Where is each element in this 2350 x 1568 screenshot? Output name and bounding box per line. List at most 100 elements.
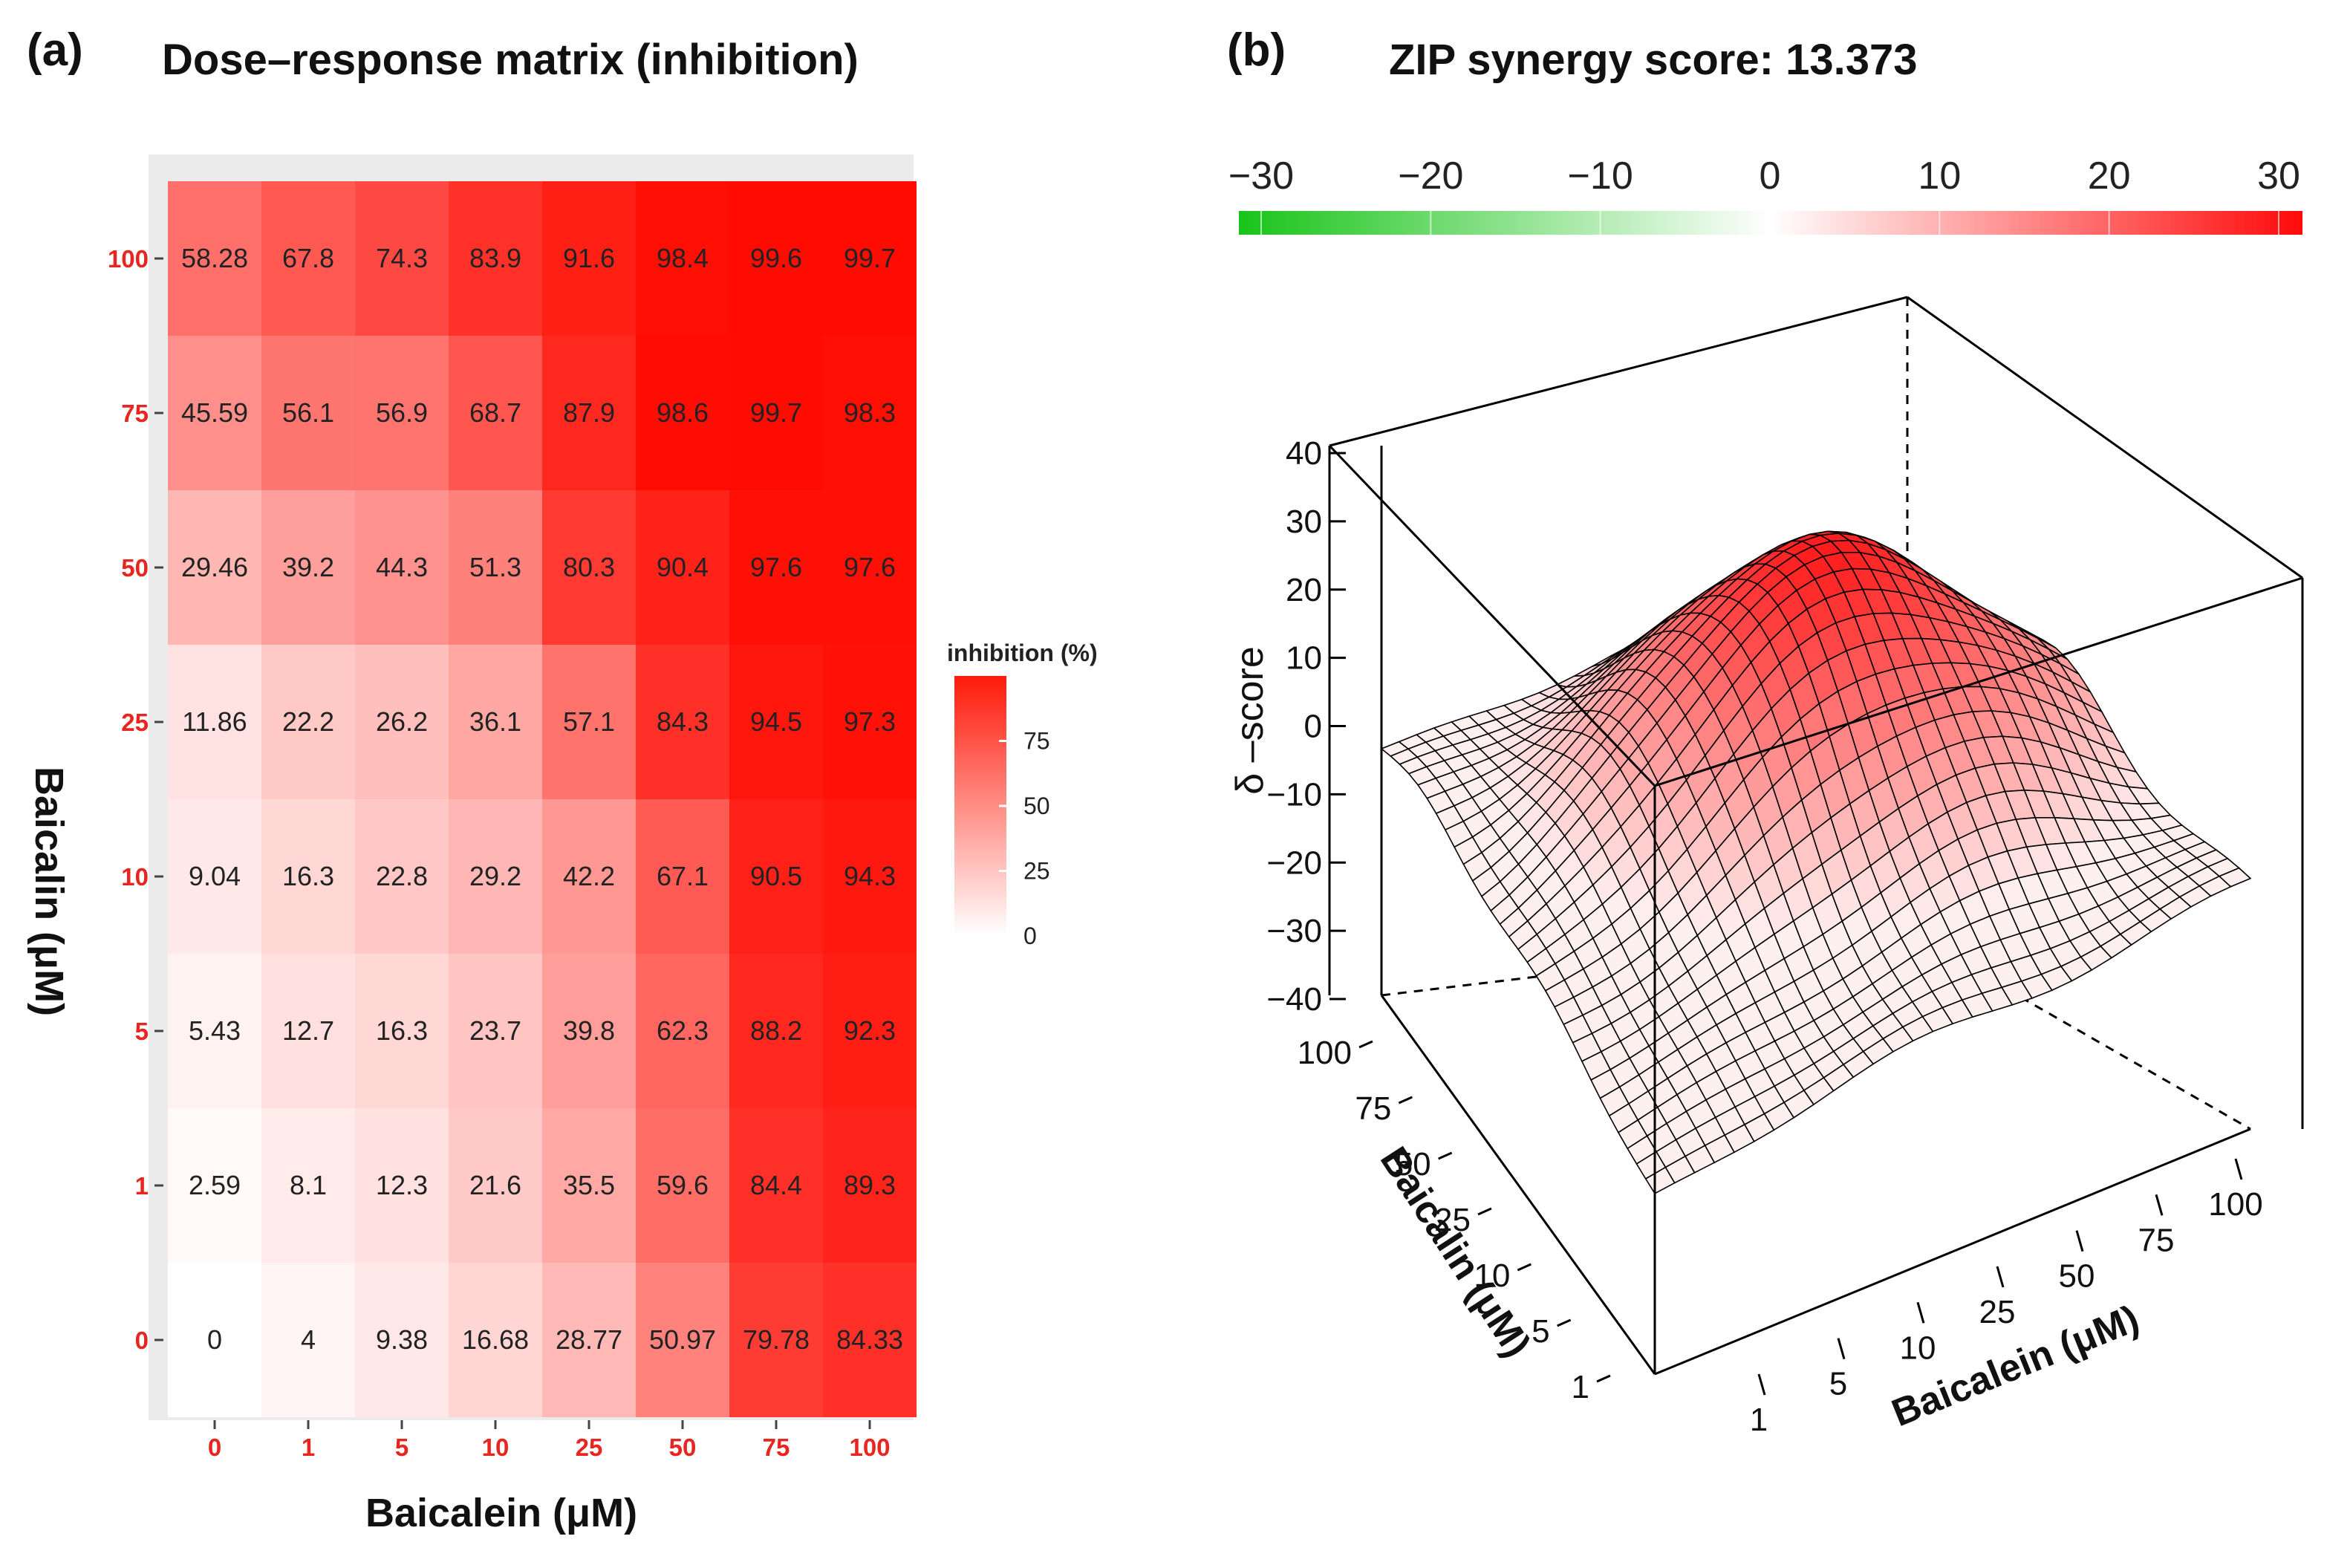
heatmap-cell bbox=[823, 490, 917, 645]
heatmap-cell-label: 84.33 bbox=[836, 1324, 903, 1355]
heatmap-cell-label: 98.4 bbox=[657, 243, 709, 273]
x-tick-label: 1 bbox=[302, 1434, 315, 1461]
colorbar-tick-label: −10 bbox=[1568, 154, 1633, 198]
heatmap-cell bbox=[542, 490, 636, 645]
heatmap-x-ticks: 0 1 5 10 25 50 75 100 bbox=[208, 1420, 891, 1461]
baicalein-tick-label: 5 bbox=[1829, 1366, 1847, 1402]
baicalin-tick-label: 50 bbox=[1395, 1146, 1431, 1182]
z-tick-label: −40 bbox=[1266, 981, 1322, 1018]
heatmap-cell-label: 83.9 bbox=[469, 243, 521, 273]
colorbar-tick-label: −20 bbox=[1398, 154, 1463, 198]
heatmap-cell bbox=[636, 645, 729, 799]
heatmap-cell bbox=[729, 1263, 823, 1417]
baicalein-tick-label: 1 bbox=[1750, 1402, 1768, 1438]
heatmap-cell bbox=[168, 799, 261, 954]
colorbar-tick-label: 30 bbox=[2257, 154, 2300, 198]
heatmap-cell bbox=[449, 490, 542, 645]
heatmap-cell bbox=[636, 954, 729, 1108]
heatmap-cell bbox=[636, 1263, 729, 1417]
legend-tick-label: 25 bbox=[1023, 858, 1050, 885]
heatmap-cell-label: 84.3 bbox=[657, 706, 709, 737]
x-tick-label: 25 bbox=[576, 1434, 603, 1461]
x-tick-label: 10 bbox=[482, 1434, 510, 1461]
box-top-front-right-edge bbox=[1654, 576, 2303, 787]
panel-a: (a) Dose–response matrix (inhibition) 58… bbox=[27, 25, 1098, 1535]
colorbar-tick-label: 20 bbox=[2088, 154, 2131, 198]
heatmap-cell-label: 91.6 bbox=[563, 243, 615, 273]
heatmap-cell-label: 98.6 bbox=[657, 397, 709, 428]
heatmap-cell-label: 90.4 bbox=[657, 552, 709, 582]
box-top-front-left-edge bbox=[1328, 444, 1656, 787]
baicalein-tick-mark bbox=[2234, 1158, 2243, 1180]
heatmap-cell bbox=[168, 181, 261, 336]
heatmap-cell-label: 80.3 bbox=[563, 552, 615, 582]
heatmap-cell-label: 90.5 bbox=[750, 861, 802, 891]
heatmap-cell bbox=[261, 954, 355, 1108]
y-tick-label: 0 bbox=[135, 1327, 149, 1354]
colorbar-tick-label: −30 bbox=[1228, 154, 1294, 198]
baicalein-tick-label: 75 bbox=[2138, 1222, 2175, 1258]
heatmap-cell bbox=[449, 954, 542, 1108]
heatmap-x-axis-label: Baicalein (μM) bbox=[365, 1491, 637, 1535]
heatmap-cell bbox=[261, 490, 355, 645]
y-tick-label: 75 bbox=[121, 400, 149, 427]
heatmap-cell bbox=[636, 1108, 729, 1263]
legend-tick-label: 0 bbox=[1023, 923, 1037, 949]
heatmap-cell-label: 98.3 bbox=[844, 397, 896, 428]
x-tick-label: 50 bbox=[669, 1434, 697, 1461]
y-tick-label: 50 bbox=[121, 554, 149, 582]
heatmap-cell bbox=[542, 645, 636, 799]
x-tick-label: 100 bbox=[849, 1434, 890, 1461]
heatmap-cell bbox=[729, 954, 823, 1108]
baicalin-tick-mark bbox=[1596, 1374, 1611, 1383]
heatmap-cell-label: 68.7 bbox=[469, 397, 521, 428]
heatmap-cell-label: 88.2 bbox=[750, 1015, 802, 1046]
x-tick-label: 0 bbox=[208, 1434, 221, 1461]
heatmap-cell bbox=[729, 336, 823, 490]
heatmap-cell bbox=[261, 181, 355, 336]
colorbar-tick-label: 10 bbox=[1918, 154, 1961, 198]
heatmap-cell-label: 87.9 bbox=[563, 397, 615, 428]
heatmap-cell-label: 23.7 bbox=[469, 1015, 521, 1046]
heatmap-cell bbox=[355, 954, 449, 1108]
heatmap-cell-label: 79.78 bbox=[743, 1324, 810, 1355]
heatmap-cell bbox=[729, 799, 823, 954]
heatmap-cell-label: 42.2 bbox=[563, 861, 615, 891]
heatmap-cell bbox=[636, 490, 729, 645]
heatmap-cell bbox=[823, 1263, 917, 1417]
heatmap-cell-label: 39.2 bbox=[282, 552, 334, 582]
heatmap-cell-label: 35.5 bbox=[563, 1170, 615, 1200]
baicalein-tick-mark bbox=[2155, 1194, 2164, 1216]
baicalin-tick-label: 10 bbox=[1474, 1258, 1510, 1294]
box-top-back-left-edge bbox=[1329, 296, 1908, 447]
heatmap-cell bbox=[168, 645, 261, 799]
baicalin-tick-label: 100 bbox=[1298, 1035, 1352, 1071]
baicalein-tick-mark bbox=[2075, 1230, 2084, 1252]
heatmap-cell bbox=[261, 645, 355, 799]
baicalin-tick-mark bbox=[1358, 1040, 1373, 1049]
heatmap-cell bbox=[355, 336, 449, 490]
heatmap-cell-label: 8.1 bbox=[290, 1170, 327, 1200]
heatmap-cell-label: 16.68 bbox=[462, 1324, 529, 1355]
panel-a-letter: (a) bbox=[27, 25, 83, 76]
heatmap-cell bbox=[729, 181, 823, 336]
z-axis-label: δ –score bbox=[1228, 646, 1272, 794]
x-tick-label: 75 bbox=[763, 1434, 790, 1461]
heatmap-cell-label: 12.7 bbox=[282, 1015, 334, 1046]
heatmap-cell-label: 99.7 bbox=[844, 243, 896, 273]
heatmap-cell bbox=[542, 1108, 636, 1263]
heatmap-cell-label: 22.2 bbox=[282, 706, 334, 737]
heatmap-cell-label: 22.8 bbox=[376, 861, 428, 891]
inhibition-legend: inhibition (%) 0 25 50 75 bbox=[947, 640, 1098, 949]
panel-b-letter: (b) bbox=[1227, 25, 1286, 76]
heatmap-cell bbox=[355, 1263, 449, 1417]
panel-b: (b) ZIP synergy score: 13.373 −30 −20 −10 0… bbox=[1227, 25, 2304, 1438]
heatmap-cell-label: 67.1 bbox=[657, 861, 709, 891]
baicalin-tick-mark bbox=[1477, 1207, 1492, 1216]
legend-tick-label: 50 bbox=[1023, 793, 1050, 819]
heatmap-cell-label: 44.3 bbox=[376, 552, 428, 582]
heatmap-cell bbox=[261, 1263, 355, 1417]
heatmap-cell bbox=[261, 799, 355, 954]
box-front-edges bbox=[1328, 296, 2304, 1376]
